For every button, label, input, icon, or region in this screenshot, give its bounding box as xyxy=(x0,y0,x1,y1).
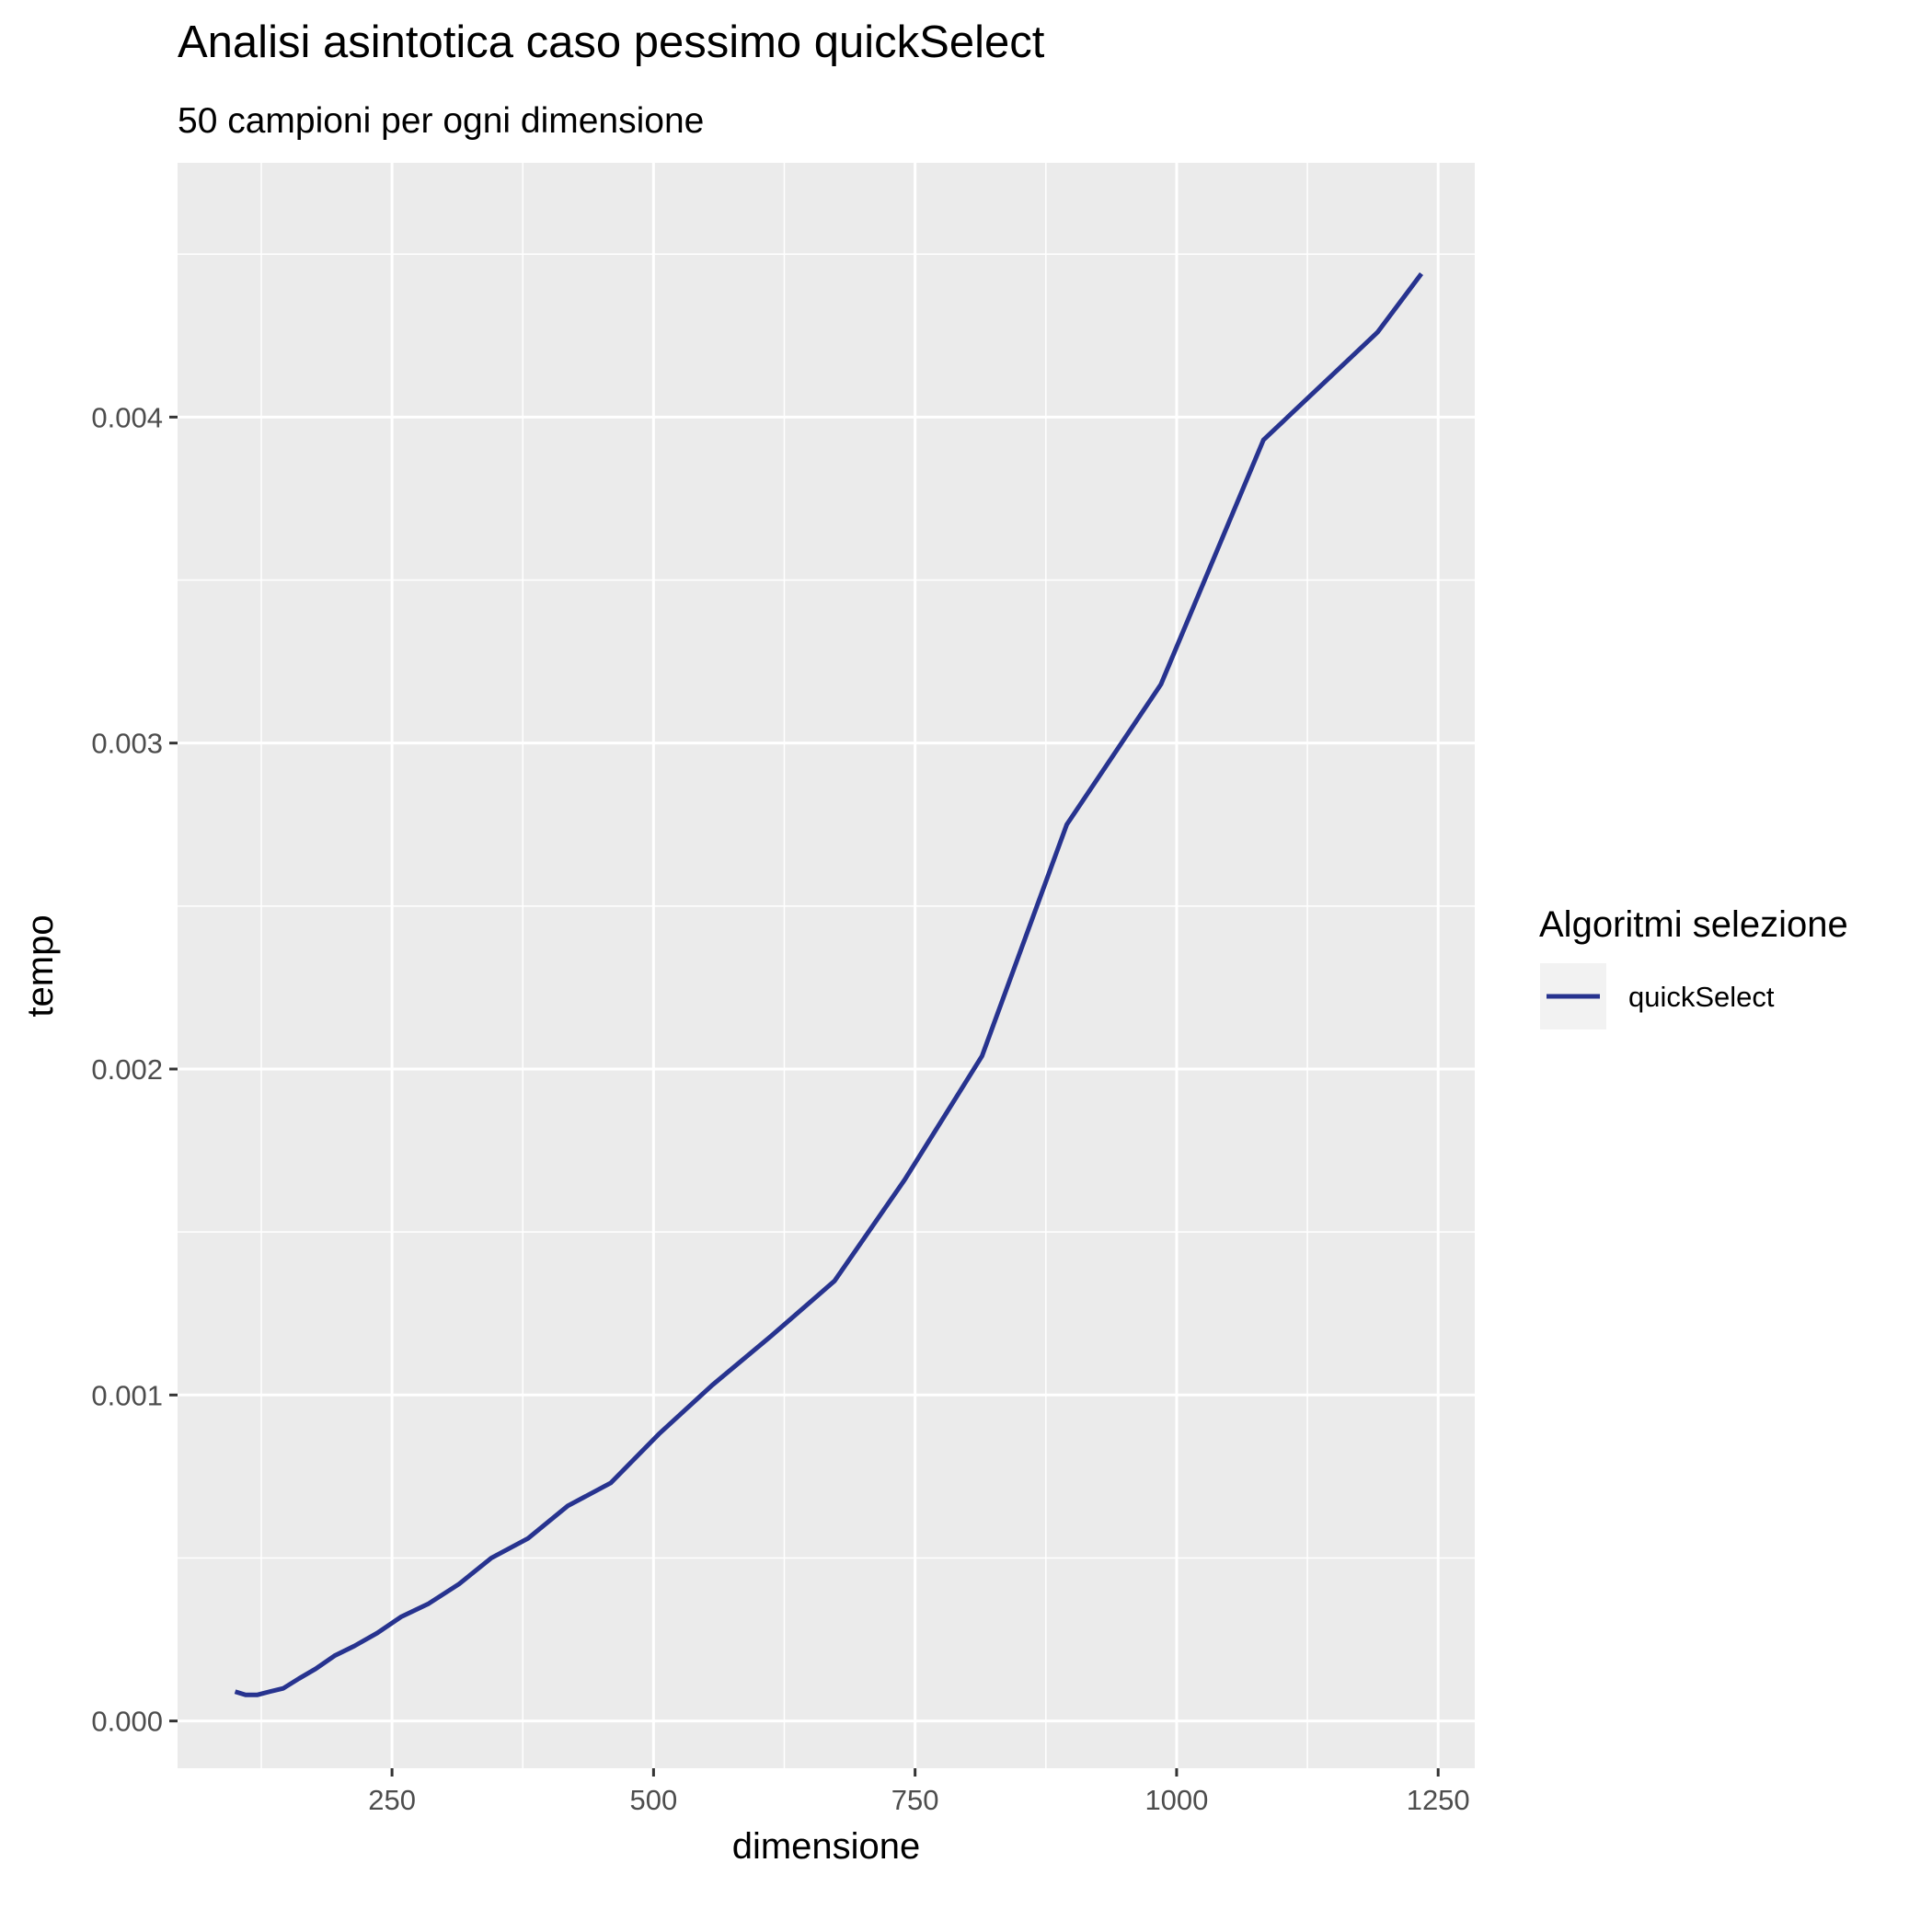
x-tick-label: 500 xyxy=(630,1784,678,1816)
plot-panel xyxy=(178,163,1475,1768)
x-axis-ticks: 250 500 750 1000 1250 xyxy=(368,1768,1470,1816)
chart-subtitle: 50 campioni per ogni dimensione xyxy=(178,101,704,141)
x-tick-label: 1000 xyxy=(1144,1784,1208,1816)
minor-gridlines xyxy=(178,163,1475,1768)
y-axis-title: tempo xyxy=(20,914,61,1017)
chart-title: Analisi asintotica caso pessimo quickSel… xyxy=(178,17,1045,67)
series-line-quickselect xyxy=(234,271,1424,1697)
y-tick-label: 0.002 xyxy=(91,1053,163,1086)
x-tick-label: 750 xyxy=(891,1784,939,1816)
series-layer xyxy=(234,271,1424,1697)
major-gridlines xyxy=(178,163,1475,1768)
x-tick-label: 250 xyxy=(368,1784,416,1816)
y-tick-label: 0.003 xyxy=(91,728,163,760)
y-tick-label: 0.000 xyxy=(91,1706,163,1738)
legend-label-quickselect: quickSelect xyxy=(1628,981,1775,1013)
x-tick-label: 1250 xyxy=(1407,1784,1470,1816)
legend: Algoritmi selezione quickSelect xyxy=(1539,904,1848,1029)
legend-title: Algoritmi selezione xyxy=(1539,904,1848,945)
y-tick-label: 0.001 xyxy=(91,1379,163,1411)
y-axis-ticks: 0.000 0.001 0.002 0.003 0.004 xyxy=(91,401,178,1738)
x-axis-title: dimensione xyxy=(732,1826,921,1867)
y-tick-label: 0.004 xyxy=(91,401,163,433)
